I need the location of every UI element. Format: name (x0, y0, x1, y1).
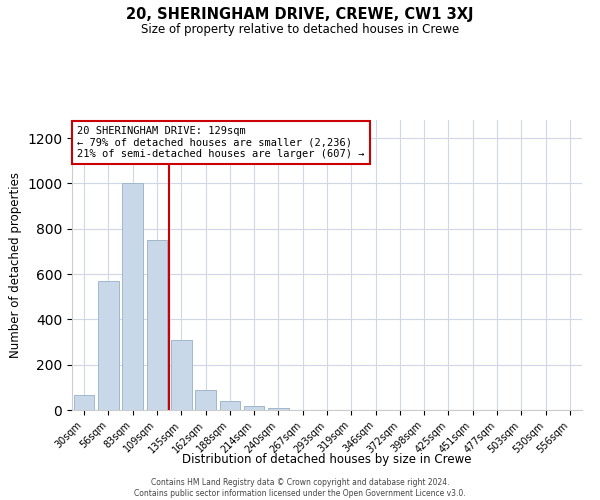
Bar (268, 408, 289, 410)
Bar (195, 390, 216, 410)
Bar (244, 406, 265, 410)
Bar (98, 281, 119, 410)
Text: 20, SHERINGHAM DRIVE, CREWE, CW1 3XJ: 20, SHERINGHAM DRIVE, CREWE, CW1 3XJ (126, 8, 474, 22)
Text: 20 SHERINGHAM DRIVE: 129sqm
← 79% of detached houses are smaller (2,236)
21% of : 20 SHERINGHAM DRIVE: 129sqm ← 79% of det… (77, 126, 365, 159)
Text: Size of property relative to detached houses in Crewe: Size of property relative to detached ho… (141, 22, 459, 36)
Text: Distribution of detached houses by size in Crewe: Distribution of detached houses by size … (182, 452, 472, 466)
Bar (220, 402, 240, 410)
Bar (74, 396, 94, 410)
Text: Contains HM Land Registry data © Crown copyright and database right 2024.
Contai: Contains HM Land Registry data © Crown c… (134, 478, 466, 498)
Y-axis label: Number of detached properties: Number of detached properties (8, 172, 22, 358)
Bar (122, 184, 143, 410)
Bar (171, 340, 191, 410)
Bar (146, 240, 167, 410)
